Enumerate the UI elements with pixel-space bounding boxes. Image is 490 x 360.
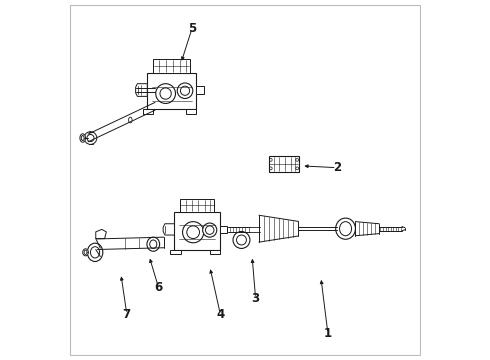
Ellipse shape bbox=[336, 218, 355, 239]
Polygon shape bbox=[180, 199, 214, 212]
Polygon shape bbox=[196, 86, 204, 94]
Ellipse shape bbox=[180, 86, 190, 95]
Ellipse shape bbox=[84, 132, 97, 144]
Text: 5: 5 bbox=[188, 22, 196, 35]
Polygon shape bbox=[174, 212, 220, 250]
Text: 3: 3 bbox=[251, 292, 260, 305]
Text: 2: 2 bbox=[333, 161, 341, 174]
Ellipse shape bbox=[128, 117, 132, 123]
Polygon shape bbox=[143, 109, 153, 114]
Text: 6: 6 bbox=[154, 281, 163, 294]
Polygon shape bbox=[153, 59, 190, 73]
Polygon shape bbox=[186, 109, 196, 114]
Polygon shape bbox=[136, 84, 147, 96]
Text: 4: 4 bbox=[216, 307, 224, 320]
Polygon shape bbox=[147, 73, 196, 109]
Polygon shape bbox=[170, 250, 181, 254]
Ellipse shape bbox=[87, 135, 94, 141]
Polygon shape bbox=[269, 156, 299, 172]
Ellipse shape bbox=[183, 222, 204, 243]
Ellipse shape bbox=[80, 134, 86, 142]
Ellipse shape bbox=[156, 84, 175, 103]
Polygon shape bbox=[163, 224, 174, 235]
Ellipse shape bbox=[147, 237, 160, 251]
Text: 7: 7 bbox=[123, 307, 131, 320]
Polygon shape bbox=[96, 229, 106, 239]
Text: 1: 1 bbox=[324, 327, 332, 340]
Polygon shape bbox=[210, 250, 220, 254]
Ellipse shape bbox=[87, 243, 103, 261]
Ellipse shape bbox=[83, 249, 88, 256]
Ellipse shape bbox=[203, 223, 217, 237]
Ellipse shape bbox=[177, 83, 193, 99]
Polygon shape bbox=[220, 225, 227, 233]
Ellipse shape bbox=[233, 231, 250, 248]
Ellipse shape bbox=[81, 136, 84, 140]
Ellipse shape bbox=[205, 226, 214, 234]
Ellipse shape bbox=[187, 226, 199, 239]
Ellipse shape bbox=[160, 88, 172, 99]
